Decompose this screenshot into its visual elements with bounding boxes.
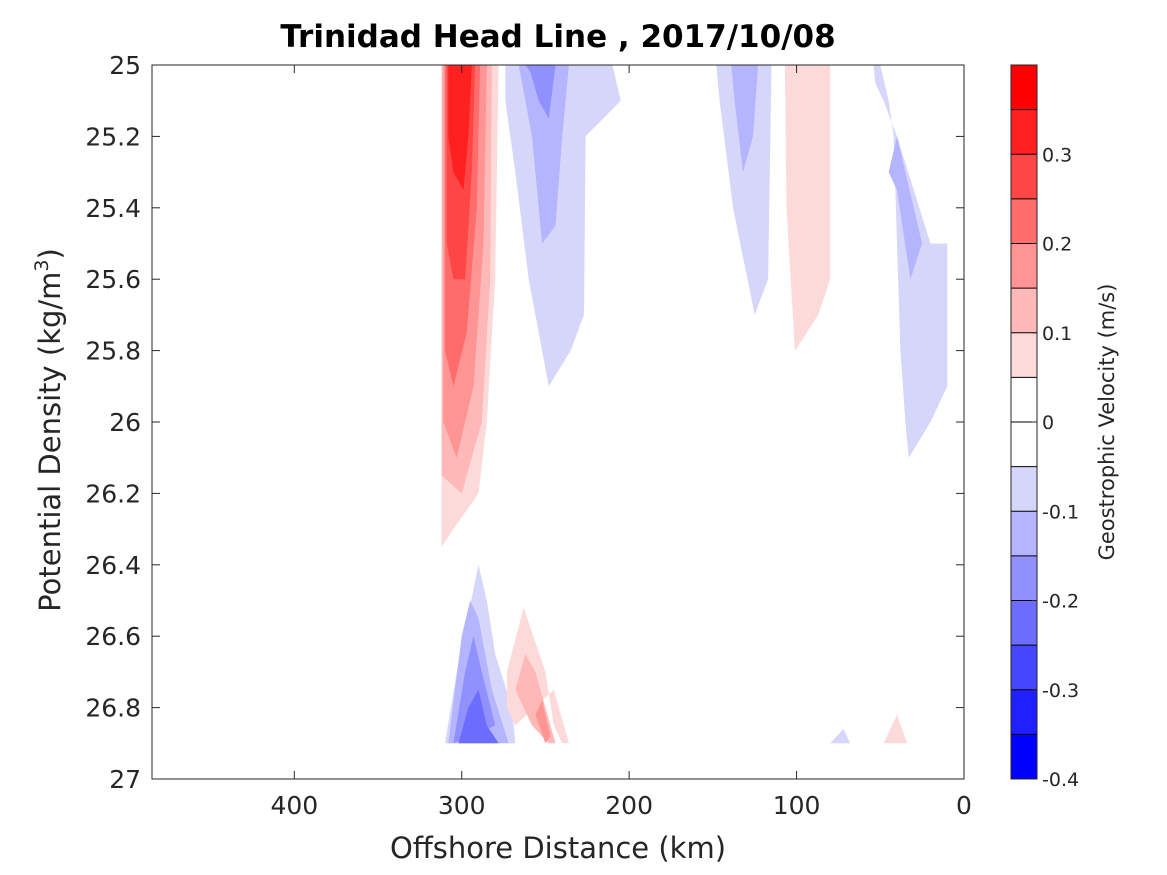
colorbar-tick-label: -0.3: [1042, 680, 1079, 702]
contour-region-core-300km-positive-5: [448, 65, 472, 190]
contour-region-negative-250km-7: [518, 65, 569, 244]
colorbar-swatch: [1011, 689, 1037, 735]
colorbar-swatch: [1011, 377, 1037, 422]
y-axis-label-main: Potential Density (kg/m: [33, 272, 67, 612]
y-axis-label-end: ): [33, 248, 67, 259]
y-tick-label: 26.6: [85, 622, 141, 651]
x-tick-label: 0: [956, 791, 972, 820]
contour-region-deep-positive-260km-18: [506, 607, 569, 744]
colorbar-swatch: [1011, 109, 1037, 155]
contour-region-deep-positive-40km-22: [883, 714, 908, 744]
colorbar-swatch: [1011, 243, 1037, 289]
y-tick-label: 26.2: [85, 479, 141, 508]
y-tick-label: 26: [109, 408, 141, 437]
y-tick-label: 25.2: [85, 122, 141, 151]
contour-region-negative-130km-9: [716, 65, 772, 315]
colorbar-tick-label: -0.1: [1042, 501, 1079, 523]
x-tick-label: 100: [773, 791, 821, 820]
contour-region-positive-100km-11: [784, 65, 831, 351]
colorbar-swatch: [1011, 65, 1037, 110]
y-tick-label: 26.4: [85, 551, 141, 580]
x-axis: 400 300 200 100 0: [270, 65, 972, 820]
colorbar-swatch: [1011, 555, 1037, 601]
x-tick-label: 400: [270, 791, 318, 820]
contour-region-negative-nearshore-13: [888, 136, 923, 280]
colorbar-swatch: [1011, 332, 1037, 378]
colorbar-swatch: [1011, 288, 1037, 333]
colorbar-swatch: [1011, 511, 1037, 556]
colorbar-swatch: [1011, 600, 1037, 646]
colorbar-tick-label: 0.2: [1042, 234, 1072, 256]
colorbar-swatch: [1011, 466, 1037, 512]
contour-fields: [441, 65, 948, 744]
colorbar-tick-label: 0: [1042, 412, 1054, 434]
chart-title: Trinidad Head Line , 2017/10/08: [280, 19, 835, 55]
y-axis-label: Potential Density (kg/m3): [31, 248, 67, 612]
y-tick-label: 25.6: [85, 265, 141, 294]
colorbar-label: Geostrophic Velocity (m/s): [1095, 284, 1119, 561]
colorbar-swatch: [1011, 734, 1037, 779]
colorbar-swatch: [1011, 154, 1037, 199]
colorbar-tick-label: 0.3: [1042, 144, 1072, 166]
y-tick-label: 25.8: [85, 337, 141, 366]
colorbar-swatch: [1011, 198, 1037, 244]
colorbar-tick-label: 0.1: [1042, 323, 1072, 345]
x-axis-label: Offshore Distance (km): [390, 831, 726, 865]
contour-region-deep-positive-260km-20: [535, 700, 551, 744]
colorbar-tick-label: -0.4: [1042, 769, 1079, 791]
y-tick-label: 25.4: [85, 194, 141, 223]
y-axis: 25 25.2 25.4 25.6 25.8 26 26.2 26.4 26.6 26.8 27: [85, 51, 964, 794]
contour-region-deep-negative-300km-16: [453, 636, 496, 744]
colorbar-ticks: 0.3 0.2 0.1 0 -0.1 -0.2 -0.3 -0.4: [1032, 144, 1079, 791]
contour-region-deep-negative-70km-21: [830, 729, 851, 744]
y-axis-label-superscript: 3: [31, 259, 53, 271]
colorbar-tick-label: -0.2: [1042, 591, 1079, 613]
colorbar: [1010, 64, 1038, 780]
colorbar-swatch: [1011, 645, 1037, 690]
x-tick-label: 300: [438, 791, 486, 820]
y-tick-label: 27: [109, 765, 141, 794]
x-tick-label: 200: [605, 791, 653, 820]
svg-text:Potential Density (kg/m3): Potential Density (kg/m3): [31, 248, 67, 612]
contour-region-negative-250km-8: [525, 65, 556, 119]
y-tick-label: 26.8: [85, 694, 141, 723]
y-tick-label: 25: [109, 51, 141, 80]
colorbar-swatch: [1011, 422, 1037, 467]
contour-region-deep-negative-300km-17: [458, 689, 499, 744]
contour-region-negative-130km-10: [731, 65, 759, 173]
